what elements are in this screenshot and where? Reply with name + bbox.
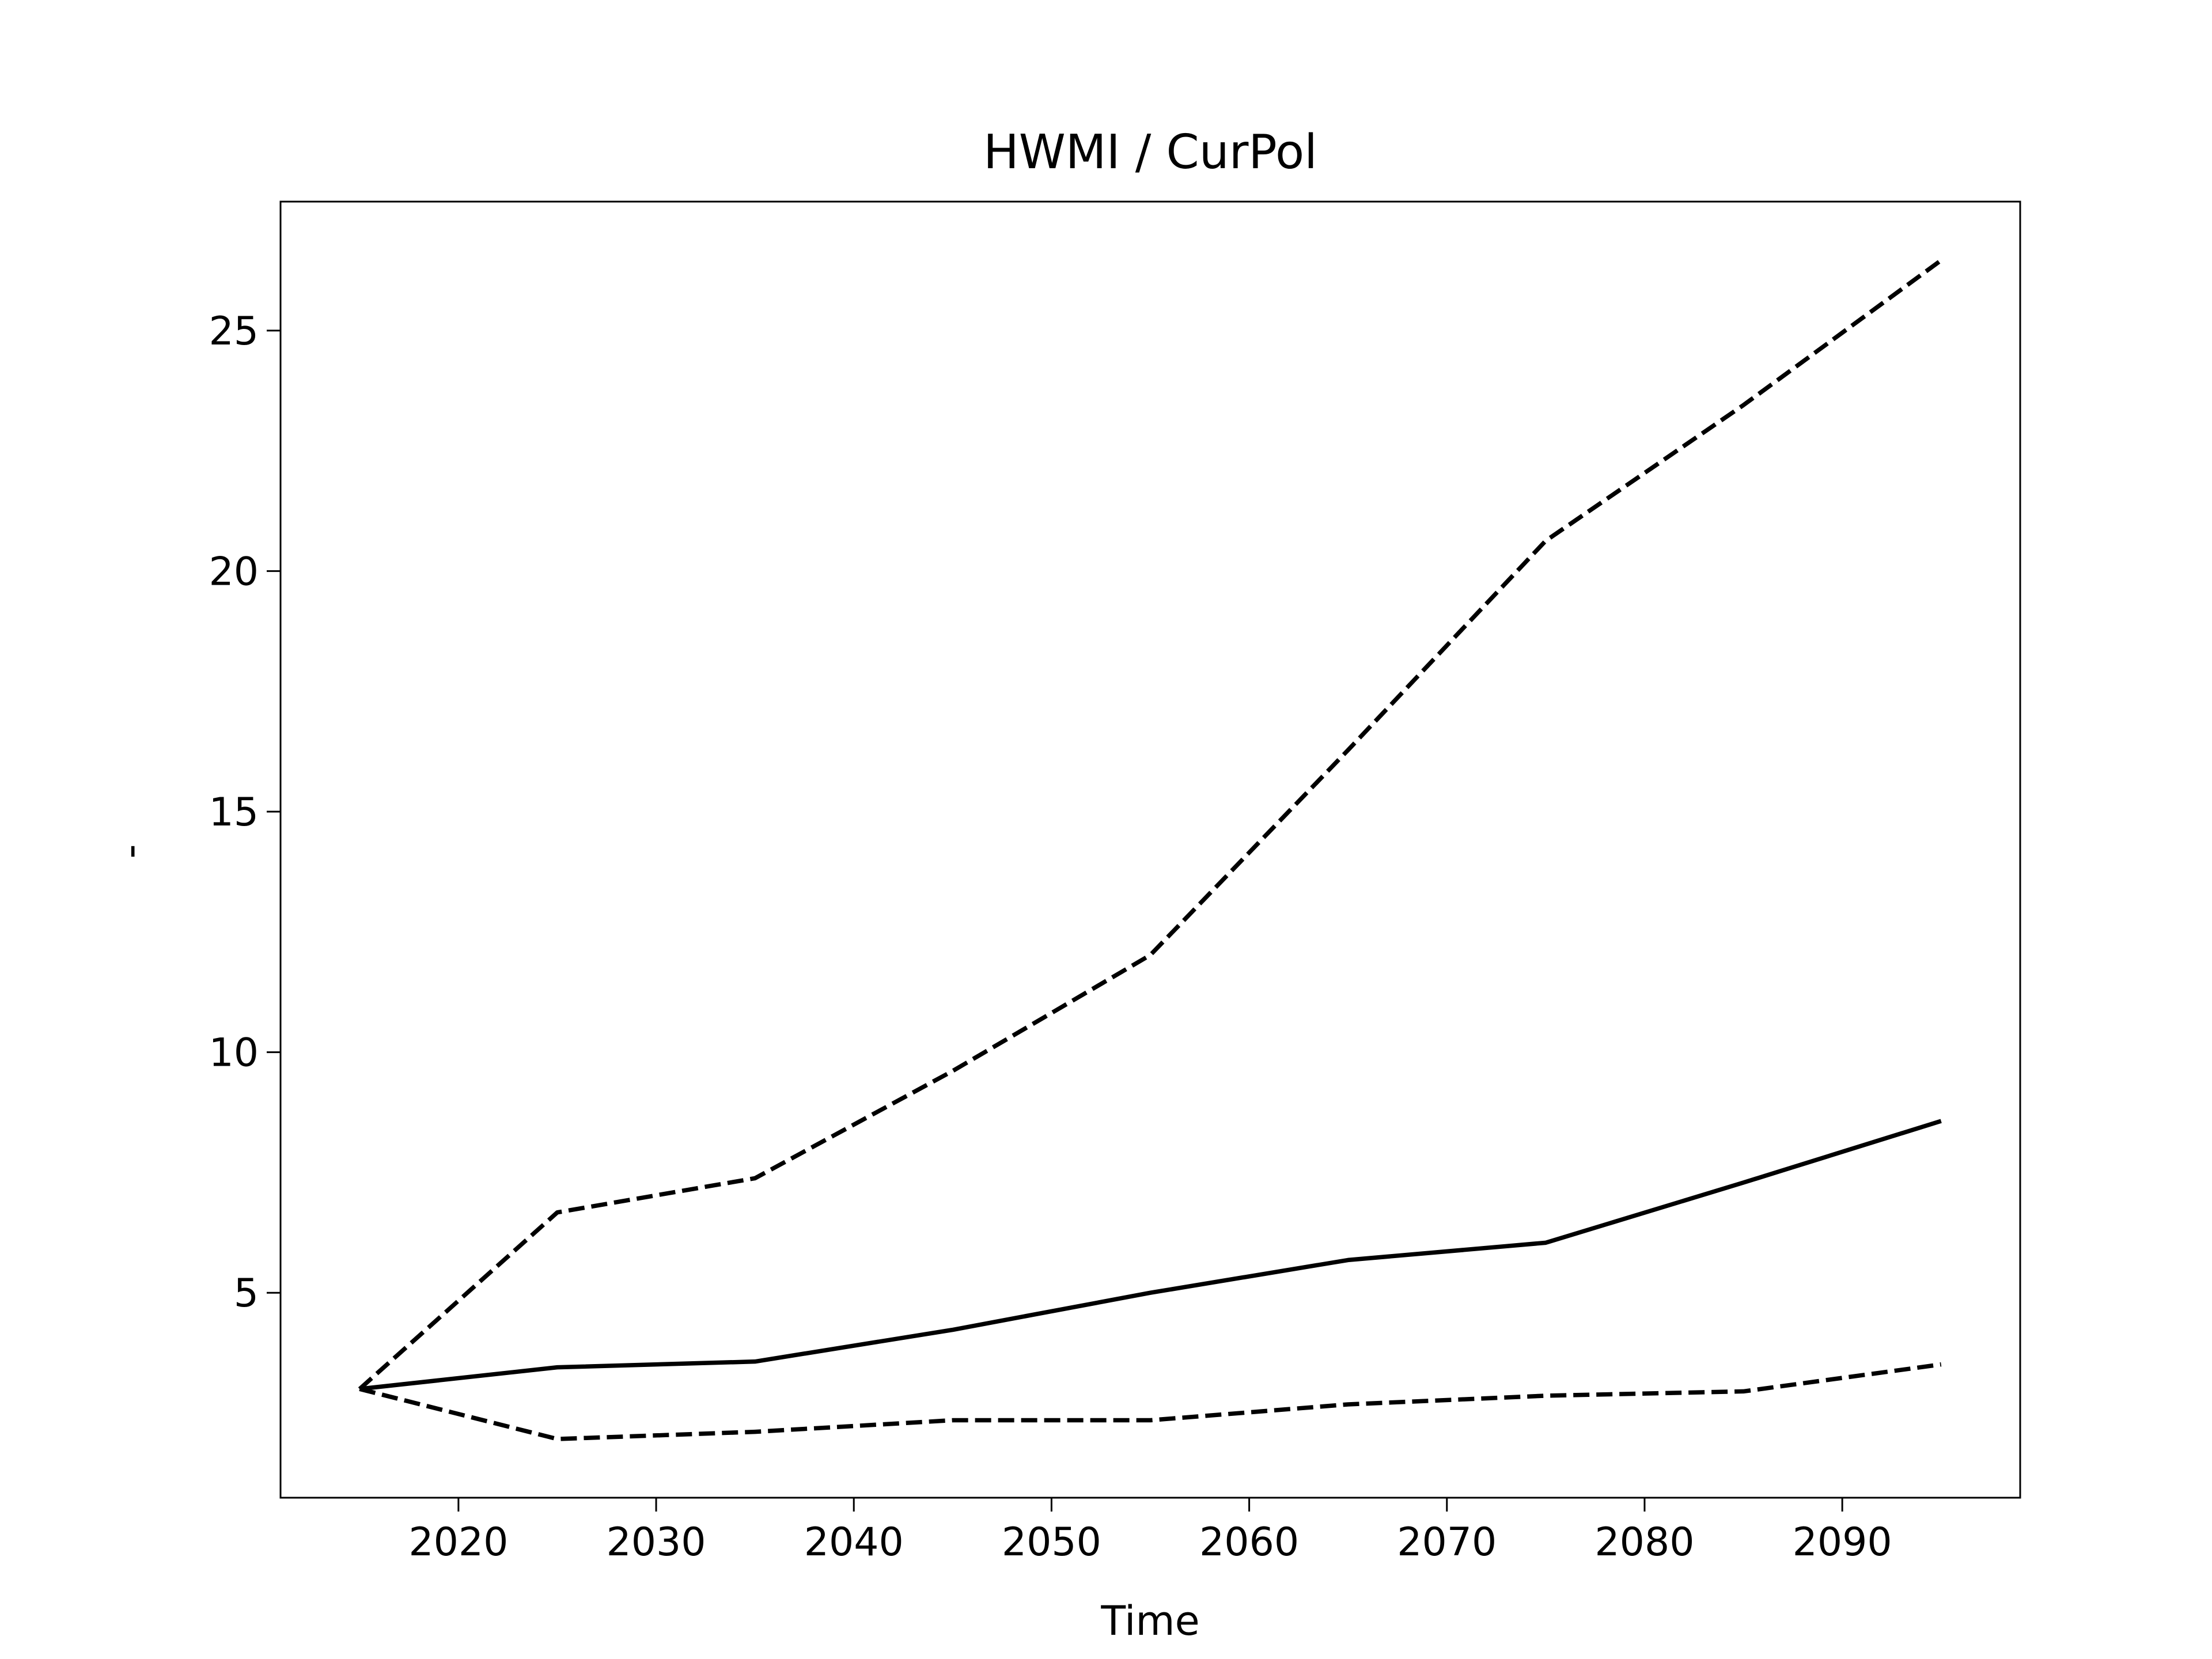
x-tick-label: 2030 xyxy=(607,1520,706,1565)
x-tick-label: 2070 xyxy=(1397,1520,1497,1565)
x-tick-label: 2080 xyxy=(1594,1520,1694,1565)
x-tick-label: 2060 xyxy=(1199,1520,1299,1565)
chart-title: HWMI / CurPol xyxy=(983,125,1317,180)
x-tick-label: 2050 xyxy=(1002,1520,1101,1565)
data-line xyxy=(359,1119,1942,1391)
x-axis-label: Time xyxy=(1100,1597,1199,1645)
y-tick-label: 20 xyxy=(209,549,259,594)
y-tick-label: 25 xyxy=(209,309,259,354)
y-tick-label: 15 xyxy=(209,790,259,835)
y-tick-label: 5 xyxy=(234,1271,259,1316)
x-tick-label: 2020 xyxy=(408,1520,508,1565)
plot-frame xyxy=(279,200,2021,1499)
x-tick-label: 2040 xyxy=(804,1520,904,1565)
x-tick-label: 2090 xyxy=(1793,1520,1892,1565)
y-axis-label: - xyxy=(107,844,154,858)
y-tick-label: 10 xyxy=(209,1031,259,1076)
data-line xyxy=(358,258,1942,1391)
data-line xyxy=(359,1362,1942,1441)
